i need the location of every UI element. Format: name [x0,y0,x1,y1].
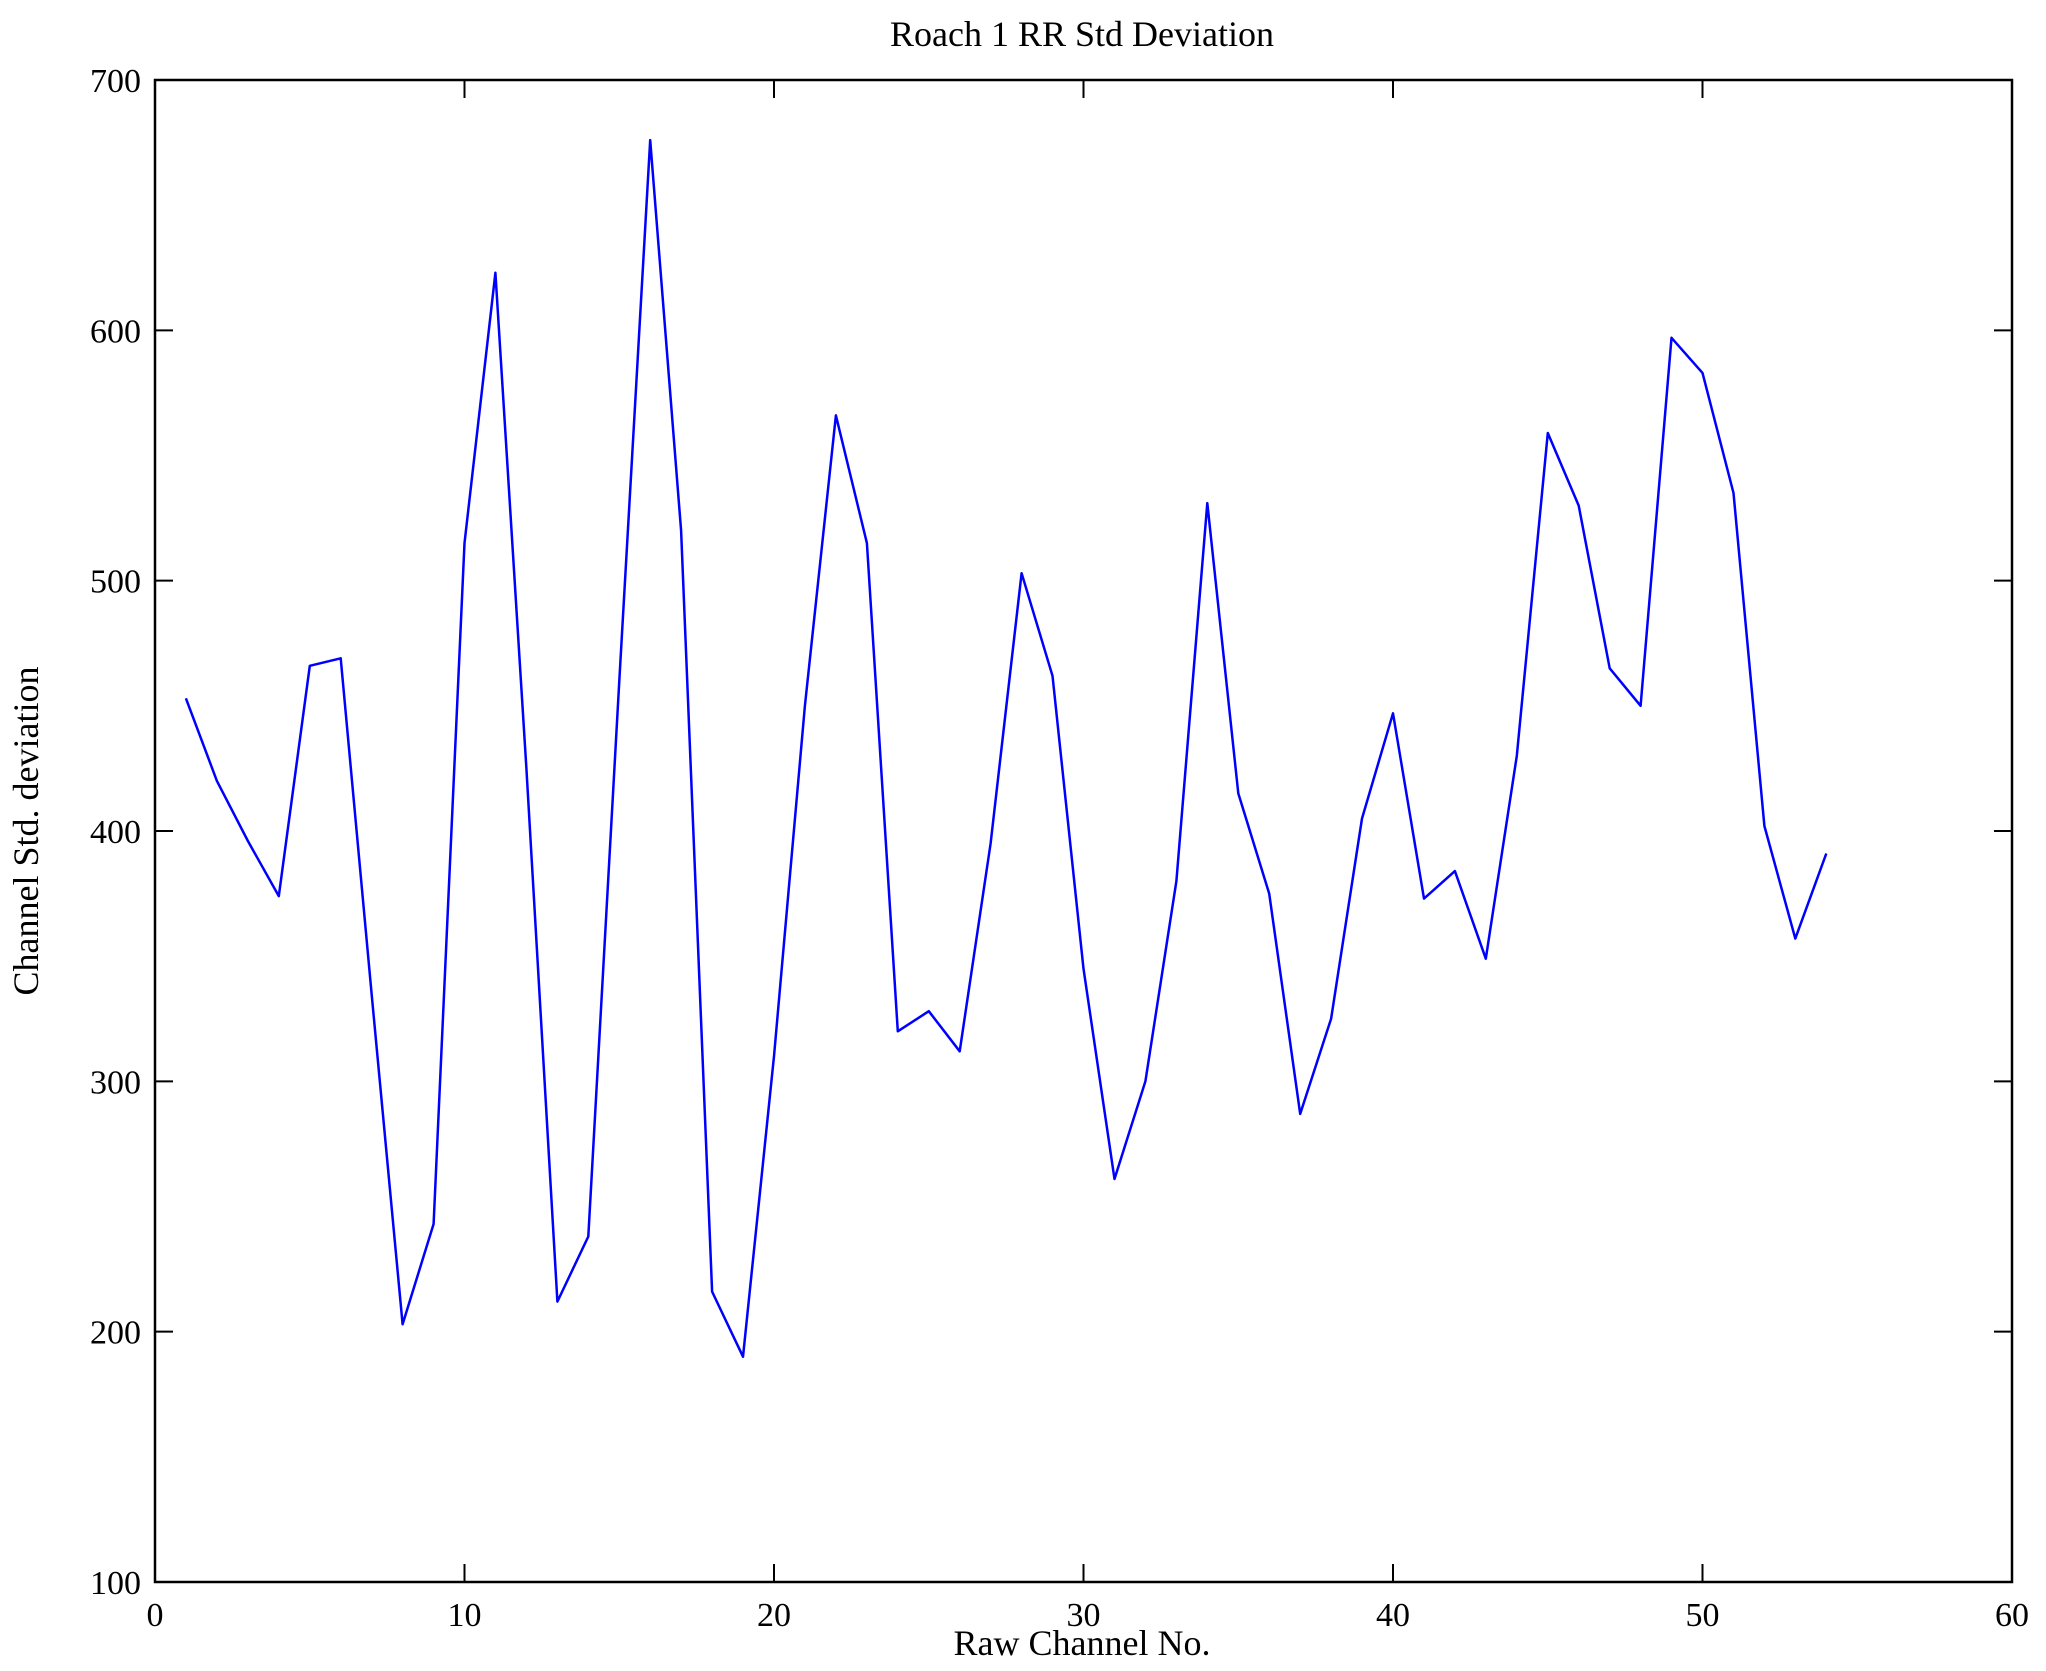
x-tick-label: 20 [757,1597,791,1634]
y-tick-label: 500 [90,564,141,601]
x-tick-label: 50 [1686,1597,1720,1634]
x-tick-label: 0 [147,1597,164,1634]
x-axis-label: Raw Channel No. [954,1623,1211,1663]
y-tick-label: 100 [90,1565,141,1602]
y-tick-label: 700 [90,63,141,100]
axes-box [153,78,2014,1584]
y-tick-label: 200 [90,1315,141,1352]
chart-title: Roach 1 RR Std Deviation [890,14,1274,54]
y-tick-label: 300 [90,1064,141,1101]
y-axis-label: Channel Std. deviation [6,667,46,996]
data-line [184,138,1828,1358]
x-tick-label: 10 [448,1597,482,1634]
x-tick-label: 60 [1995,1597,2029,1634]
plot-area: 0 10 20 30 40 50 60 100 200 300 400 500 600 700 [90,63,2029,1634]
x-tick-label: 40 [1376,1597,1410,1634]
x-tick-label: 30 [1067,1597,1101,1634]
y-tick-label: 400 [90,814,141,851]
y-tick-label: 600 [90,313,141,350]
